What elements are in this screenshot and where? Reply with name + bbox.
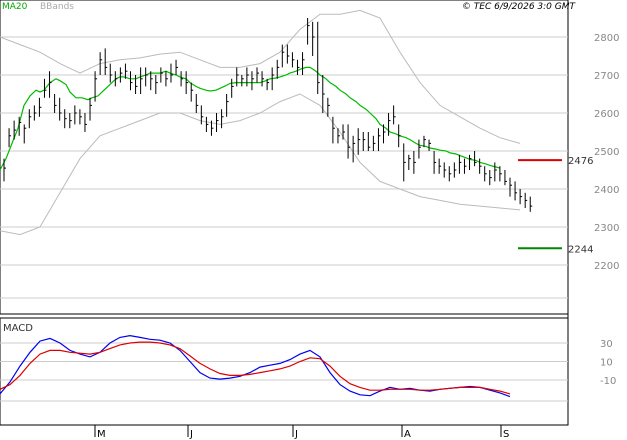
- macd-title: MACD: [3, 323, 33, 334]
- signal-line: [0, 341, 511, 395]
- macd-lines: [0, 334, 511, 398]
- bollinger-bands: [0, 9, 521, 236]
- price-tick-label: 2700: [594, 71, 619, 82]
- price-levels: 2476 2244: [518, 156, 593, 255]
- support-level-label: 2244: [568, 244, 593, 255]
- x-tick-label: J: [189, 429, 193, 440]
- price-tick-label: 2500: [594, 147, 619, 158]
- resistance-level-label: 2476: [568, 156, 593, 167]
- y-axis-price: 2200 2300 2400 2500 2600 2700 2800: [594, 33, 619, 272]
- bbands-legend-label: BBands: [40, 2, 74, 12]
- x-tick-label: J: [294, 429, 298, 440]
- bband-upper-line: [0, 9, 521, 144]
- right-axis-area: [568, 0, 627, 425]
- copyright-text: © TEC 6/9/2026 3:0 GMT: [462, 2, 577, 12]
- price-tick-label: 2300: [594, 223, 619, 234]
- price-tick-label: 2400: [594, 185, 619, 196]
- x-tick-label: A: [404, 429, 411, 440]
- price-tick-label: 2800: [594, 33, 619, 44]
- macd-tick-label: 10: [600, 358, 613, 369]
- macd-tick-label: -10: [600, 376, 616, 387]
- bband-lower-line: [0, 93, 521, 236]
- macd-tick-label: 30: [600, 339, 613, 350]
- price-gridlines: [0, 36, 568, 299]
- ma20-legend-label: MA20: [2, 2, 28, 12]
- x-tick-label: M: [97, 429, 106, 440]
- price-tick-label: 2600: [594, 109, 619, 120]
- price-tick-label: 2200: [594, 261, 619, 272]
- macd-panel: [0, 317, 569, 426]
- macd-gridlines: [0, 342, 568, 402]
- x-tick-label: S: [503, 429, 509, 440]
- y-axis-macd: 30 10 -10: [600, 339, 616, 387]
- price-bars: [3, 18, 533, 212]
